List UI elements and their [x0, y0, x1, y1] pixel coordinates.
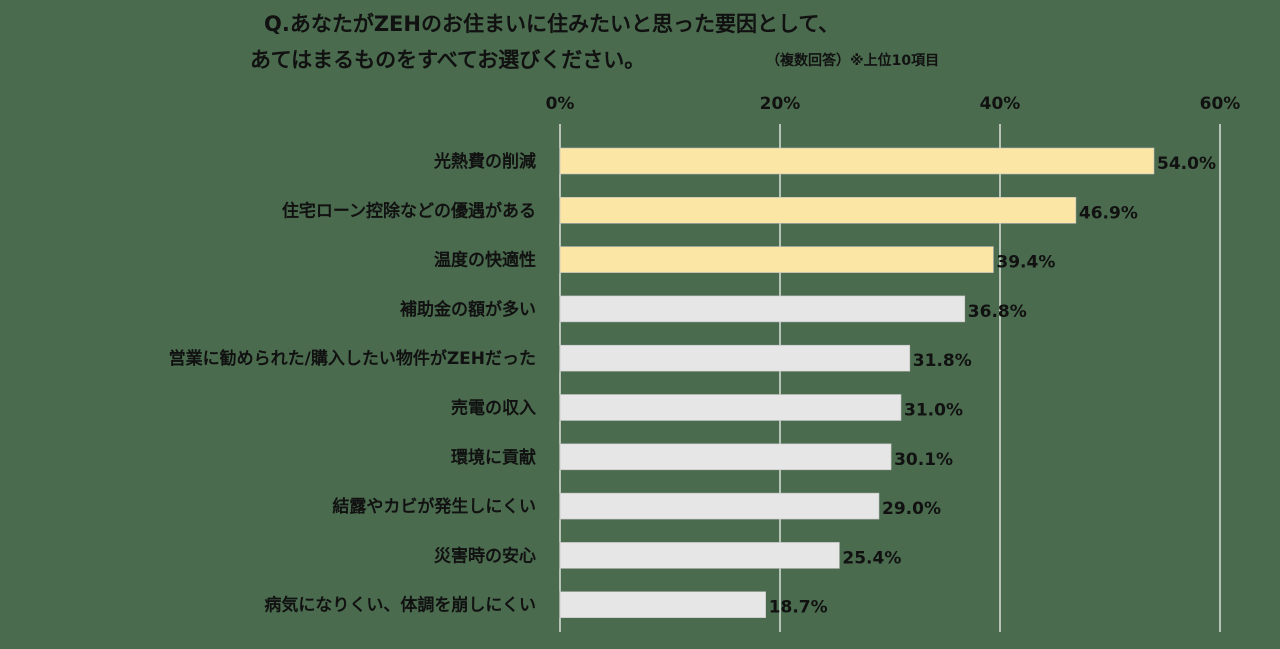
- bar: [559, 344, 911, 372]
- category-label: 温度の快適性: [434, 250, 536, 271]
- category-label: 災害時の安心: [434, 545, 536, 566]
- category-label: 病気になりくい、体調を崩しにくい: [264, 595, 536, 616]
- bar: [559, 394, 902, 421]
- value-label: 46.9%: [1079, 203, 1138, 223]
- bar: [559, 492, 880, 520]
- bar: [559, 147, 1155, 175]
- category-label: 営業に勧められた/購入したい物件がZEHだった: [169, 348, 536, 369]
- value-label: 18.7%: [769, 598, 828, 618]
- bar: [559, 246, 994, 273]
- x-tick-label: 20%: [760, 94, 801, 114]
- chart-title-line-1: Q.あなたがZEHのお住まいに住みたいと思った要因として、: [264, 12, 840, 36]
- value-label: 31.8%: [913, 351, 972, 371]
- category-label: 補助金の額が多い: [399, 299, 536, 320]
- value-label: 30.1%: [894, 450, 953, 470]
- bar: [559, 591, 766, 619]
- chart-title-line-2: あてはまるものをすべてお選びください。: [250, 48, 646, 72]
- x-tick-label: 0%: [546, 94, 575, 114]
- x-tick-label: 40%: [980, 94, 1021, 114]
- bar: [559, 443, 892, 471]
- value-label: 54.0%: [1157, 154, 1216, 174]
- category-label: 光熱費の削減: [433, 151, 536, 172]
- bar: [559, 295, 966, 323]
- bar: [559, 197, 1077, 224]
- category-label: 環境に貢献: [451, 447, 536, 468]
- value-label: 25.4%: [842, 548, 901, 568]
- category-label: 売電の収入: [451, 398, 536, 419]
- category-label: 住宅ローン控除などの優遇がある: [282, 200, 536, 221]
- x-tick-label: 60%: [1200, 94, 1241, 114]
- value-label: 39.4%: [996, 253, 1055, 273]
- value-label: 29.0%: [882, 499, 941, 519]
- value-label: 31.0%: [904, 401, 963, 421]
- category-label: 結露やカビが発生しにくい: [332, 496, 536, 517]
- chart-note: （複数回答）※上位10項目: [766, 53, 940, 69]
- value-label: 36.8%: [968, 302, 1027, 322]
- bar: [559, 542, 840, 569]
